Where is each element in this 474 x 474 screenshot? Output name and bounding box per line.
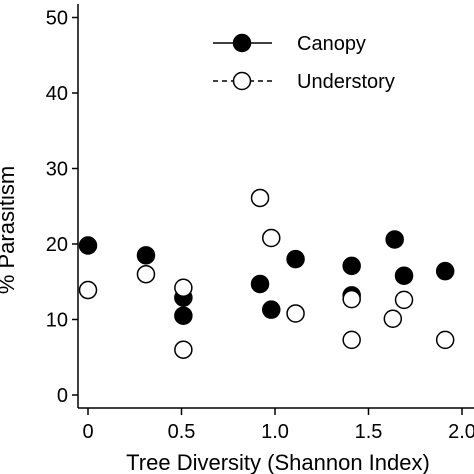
legend: Canopy Understory <box>213 33 395 93</box>
understory-point <box>250 188 270 208</box>
x-tick-label: 0 <box>82 421 93 443</box>
understory-point <box>435 330 455 350</box>
legend-marker-canopy <box>232 33 252 53</box>
y-tick-label: 0 <box>57 385 68 407</box>
y-tick-label: 50 <box>46 8 68 30</box>
canopy-point <box>136 246 156 265</box>
understory-point <box>383 309 403 328</box>
axes: 0 10 20 30 40 50 0 0.5 1.0 1.5 2.0 <box>46 4 474 443</box>
canopy-point <box>250 274 270 294</box>
x-tick-label: 1.0 <box>261 421 289 443</box>
data-points <box>78 188 455 359</box>
canopy-point <box>286 249 305 269</box>
legend-marker-understory <box>232 71 252 91</box>
understory-point <box>286 304 305 323</box>
legend-label-canopy: Canopy <box>297 33 366 55</box>
understory-point <box>342 330 361 350</box>
canopy-point <box>174 306 193 325</box>
canopy-point <box>342 256 361 276</box>
canopy-point <box>78 236 98 255</box>
understory-point <box>174 340 193 359</box>
understory-point <box>262 228 281 248</box>
understory-point <box>342 289 361 309</box>
x-tick-label: 0.5 <box>168 421 196 443</box>
x-tick-label: 1.5 <box>355 421 383 443</box>
canopy-point <box>385 230 404 249</box>
x-axis-label: Tree Diversity (Shannon Index) <box>126 450 430 474</box>
canopy-point <box>262 300 281 319</box>
legend-label-understory: Understory <box>297 71 395 93</box>
y-tick-label: 30 <box>46 159 68 181</box>
understory-point <box>394 290 414 310</box>
y-axis-label: % Parasitism <box>0 166 19 294</box>
x-tick-label: 2.0 <box>448 421 474 443</box>
y-tick-label: 20 <box>46 234 68 256</box>
y-tick-label: 40 <box>46 83 68 105</box>
canopy-point <box>394 266 414 285</box>
y-tick-label: 10 <box>46 310 68 332</box>
canopy-point <box>435 261 455 281</box>
understory-point <box>136 264 156 284</box>
understory-point <box>78 280 98 300</box>
understory-point <box>174 278 193 298</box>
